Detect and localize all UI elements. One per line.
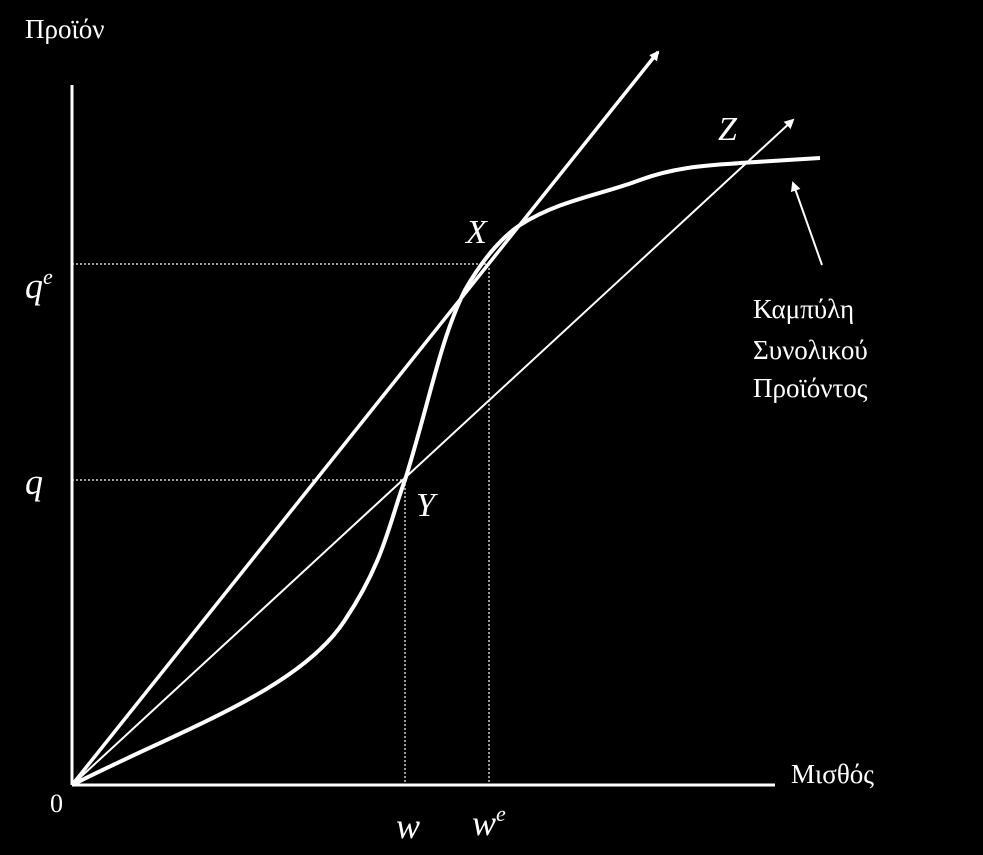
total-product-curve bbox=[71, 156, 821, 787]
point-y-label: Y bbox=[416, 487, 438, 524]
qe-tick-label: qe bbox=[25, 264, 53, 306]
q-tick-label: q bbox=[25, 462, 43, 502]
curve-pointer-arrow bbox=[790, 181, 823, 266]
curve-label-line-2: Συνολικού bbox=[753, 335, 868, 365]
we-tick-label: we bbox=[472, 801, 506, 843]
curve-label-line-1: Καμπύλη bbox=[753, 294, 854, 324]
point-z-label: Z bbox=[718, 111, 738, 148]
w-tick-label: w bbox=[396, 806, 420, 846]
ray-yz bbox=[71, 118, 795, 786]
qe-superscript: e bbox=[43, 264, 53, 289]
we-superscript: e bbox=[496, 801, 506, 826]
origin-label: 0 bbox=[50, 789, 63, 818]
point-x-label: X bbox=[464, 214, 488, 251]
tangent-ray-x bbox=[70, 50, 660, 787]
curve-label-line-3: Προϊόντος bbox=[753, 373, 868, 403]
x-axis-label: Μισθός bbox=[791, 759, 874, 789]
y-axis-label: Προϊόν bbox=[25, 14, 104, 44]
